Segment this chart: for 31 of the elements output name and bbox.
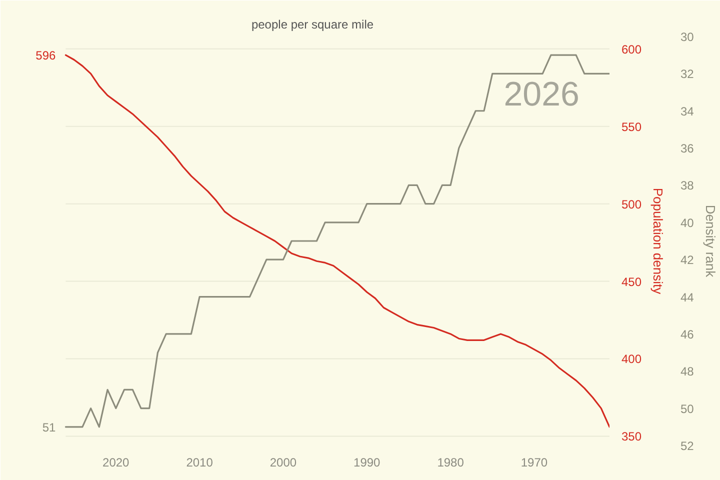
x-tick-label: 1980 (437, 456, 464, 470)
x-tick-label: 2010 (186, 456, 214, 470)
y2-tick-label: 52 (680, 439, 694, 453)
y2-tick-label: 42 (680, 253, 694, 268)
y-tick-label: 450 (622, 274, 642, 289)
x-tick-label: 2020 (102, 456, 130, 470)
x-tick-label: 2000 (270, 456, 297, 470)
y2-tick-label: 32 (680, 67, 694, 82)
annotation: 2026 (504, 75, 580, 114)
line-series (64, 54, 610, 428)
y2-tick-label: 46 (680, 327, 694, 342)
y-tick-label: 500 (622, 197, 642, 212)
y2-tick-label: 40 (680, 216, 694, 230)
y2-tick-label: 30 (680, 30, 694, 44)
y2-tick-label: 50 (680, 402, 694, 416)
x-tick-label: 1970 (520, 456, 548, 470)
y-tick-label: 350 (622, 430, 642, 444)
y-tick-label: 600 (622, 42, 642, 56)
y2-tick-label: 48 (680, 364, 694, 379)
y2-tick-label: 34 (680, 104, 694, 118)
y-axis-title: Population density (650, 188, 666, 295)
y2-axis-title: Density rank (702, 204, 718, 278)
y2-tick-label: 44 (680, 290, 694, 304)
data-label: 596 (36, 48, 56, 63)
y2-tick-label: 38 (680, 178, 694, 193)
x-tick-label: 1990 (354, 456, 381, 470)
y2-tick-label: 36 (680, 142, 694, 156)
y-tick-label: 400 (622, 352, 642, 366)
chart-subtitle: people per square mile (251, 18, 374, 32)
y-tick-label: 550 (622, 120, 642, 134)
data-label: 51 (42, 420, 56, 434)
